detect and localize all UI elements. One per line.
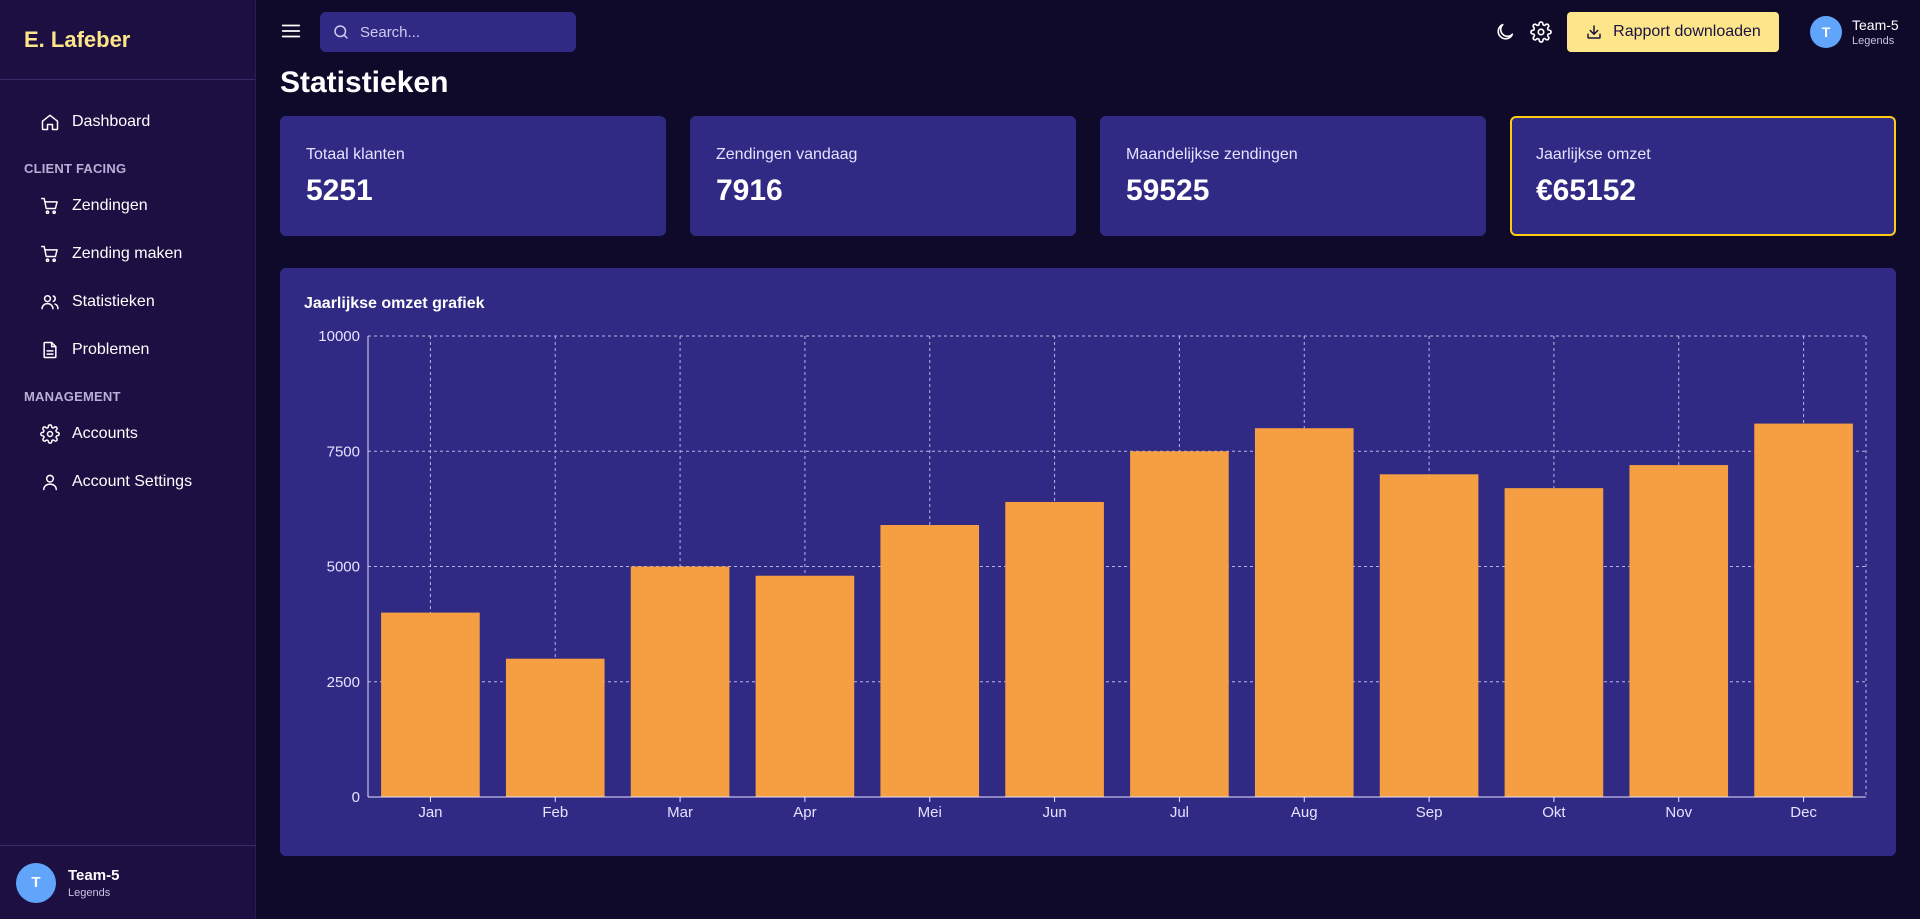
sidebar-item-label: Statistieken [72, 293, 155, 310]
sidebar-item-label: Accounts [72, 425, 138, 442]
document-icon [40, 340, 60, 360]
bar-jul [1130, 451, 1229, 797]
chart-title: Jaarlijkse omzet grafiek [304, 295, 485, 312]
users-icon [40, 292, 60, 312]
user-name: Team-5 [1852, 17, 1899, 33]
y-tick-label: 10000 [318, 328, 360, 345]
stat-card-shipments-today: Zendingen vandaag 7916 [690, 116, 1076, 236]
sidebar-item-label: Account Settings [72, 473, 193, 490]
bar-apr [755, 575, 855, 797]
sidebar-item-label: Problemen [72, 341, 150, 358]
stat-card-yearly-revenue[interactable]: Jaarlijkse omzet €65152 [1510, 116, 1896, 236]
top-bar: Rapport downloaden T Team-5 Legends [256, 0, 1920, 64]
sidebar-item-dashboard[interactable]: Dashboard [0, 98, 255, 146]
x-tick-label: Nov [1665, 804, 1692, 821]
bar-jan [381, 612, 480, 797]
bar-jun [1005, 501, 1104, 797]
download-report-button[interactable]: Rapport downloaden [1567, 12, 1779, 52]
user-role: Legends [1852, 35, 1895, 47]
bar-sep [1379, 474, 1479, 797]
stat-label: Zendingen vandaag [716, 146, 858, 163]
revenue-chart-panel: Jaarlijkse omzet grafiek 0 2500 5000 7500 10… [280, 268, 1896, 856]
sidebar-item-account-settings[interactable]: Account Settings [0, 458, 255, 506]
user-role: Legends [68, 886, 111, 899]
page-title: Statistieken [280, 66, 449, 99]
x-tick-label: Mei [918, 804, 942, 821]
user-name: Team-5 [68, 866, 120, 884]
sidebar-nav: Dashboard CLIENT FACING Zendingen Zendin… [0, 80, 255, 506]
user-icon [40, 472, 60, 492]
x-tick-label: Sep [1416, 804, 1443, 821]
sidebar-item-label: Zending maken [72, 245, 183, 262]
sidebar-item-zendingen[interactable]: Zendingen [0, 182, 255, 230]
x-tick-label: Mar [667, 804, 693, 821]
bar-aug [1254, 428, 1354, 797]
stat-label: Jaarlijkse omzet [1536, 146, 1651, 163]
stat-value: 7916 [716, 174, 783, 207]
x-tick-label: Jan [418, 804, 442, 821]
x-tick-label: Jul [1170, 804, 1189, 821]
stat-label: Totaal klanten [306, 146, 405, 163]
sidebar-item-accounts[interactable]: Accounts [0, 410, 255, 458]
stat-value: €65152 [1536, 174, 1637, 207]
search-box[interactable] [320, 12, 576, 52]
moon-icon[interactable] [1494, 21, 1516, 43]
bar-okt [1504, 488, 1604, 797]
sidebar-user-profile[interactable]: T Team-5 Legends [0, 845, 256, 919]
stat-card-customers: Totaal klanten 5251 [280, 116, 666, 236]
x-tick-label: Aug [1291, 804, 1318, 821]
section-client-facing: CLIENT FACING [24, 160, 127, 176]
bar-feb [505, 658, 605, 797]
x-tick-label: Apr [793, 804, 816, 821]
y-tick-label: 2500 [327, 674, 360, 691]
download-icon [1587, 25, 1601, 39]
cart-icon [40, 196, 60, 216]
y-tick-label: 7500 [327, 443, 360, 460]
header-user-profile[interactable]: T Team-5 Legends [1810, 16, 1899, 48]
x-tick-label: Jun [1042, 804, 1066, 821]
sidebar-item-problemen[interactable]: Problemen [0, 326, 255, 374]
bar-mei [880, 525, 980, 797]
download-label: Rapport downloaden [1613, 23, 1761, 40]
sidebar: E. Lafeber Dashboard CLIENT FACING Zendi… [0, 0, 256, 919]
revenue-bar-chart: 0 2500 5000 7500 10000 Jan Feb Mar Apr Mei Jun Jul A… [318, 328, 1867, 821]
sidebar-item-label: Dashboard [72, 113, 151, 130]
bar-mar [630, 566, 730, 797]
home-icon [40, 112, 60, 132]
x-tick-label: Okt [1542, 804, 1566, 821]
menu-icon[interactable] [280, 20, 302, 42]
bar-nov [1629, 465, 1729, 797]
sidebar-item-statistieken[interactable]: Statistieken [0, 278, 255, 326]
search-icon [332, 23, 350, 41]
sidebar-item-label: Zendingen [72, 197, 148, 214]
stat-value: 59525 [1126, 174, 1210, 207]
cart-icon [40, 244, 60, 264]
brand-logo[interactable]: E. Lafeber [0, 0, 255, 80]
section-management: MANAGEMENT [24, 388, 121, 404]
x-tick-label: Feb [542, 804, 568, 821]
avatar: T [1810, 16, 1842, 48]
gear-icon[interactable] [1530, 21, 1552, 43]
search-input[interactable] [360, 23, 560, 41]
stat-value: 5251 [306, 174, 373, 207]
stat-label: Maandelijkse zendingen [1126, 146, 1298, 163]
stat-card-monthly-shipments: Maandelijkse zendingen 59525 [1100, 116, 1486, 236]
x-tick-label: Dec [1790, 804, 1817, 821]
y-tick-label: 5000 [327, 559, 360, 576]
avatar: T [16, 862, 56, 903]
bar-dec [1754, 423, 1853, 797]
sidebar-item-zending-maken[interactable]: Zending maken [0, 230, 255, 278]
y-tick-label: 0 [352, 789, 360, 806]
gear-icon [40, 424, 60, 444]
